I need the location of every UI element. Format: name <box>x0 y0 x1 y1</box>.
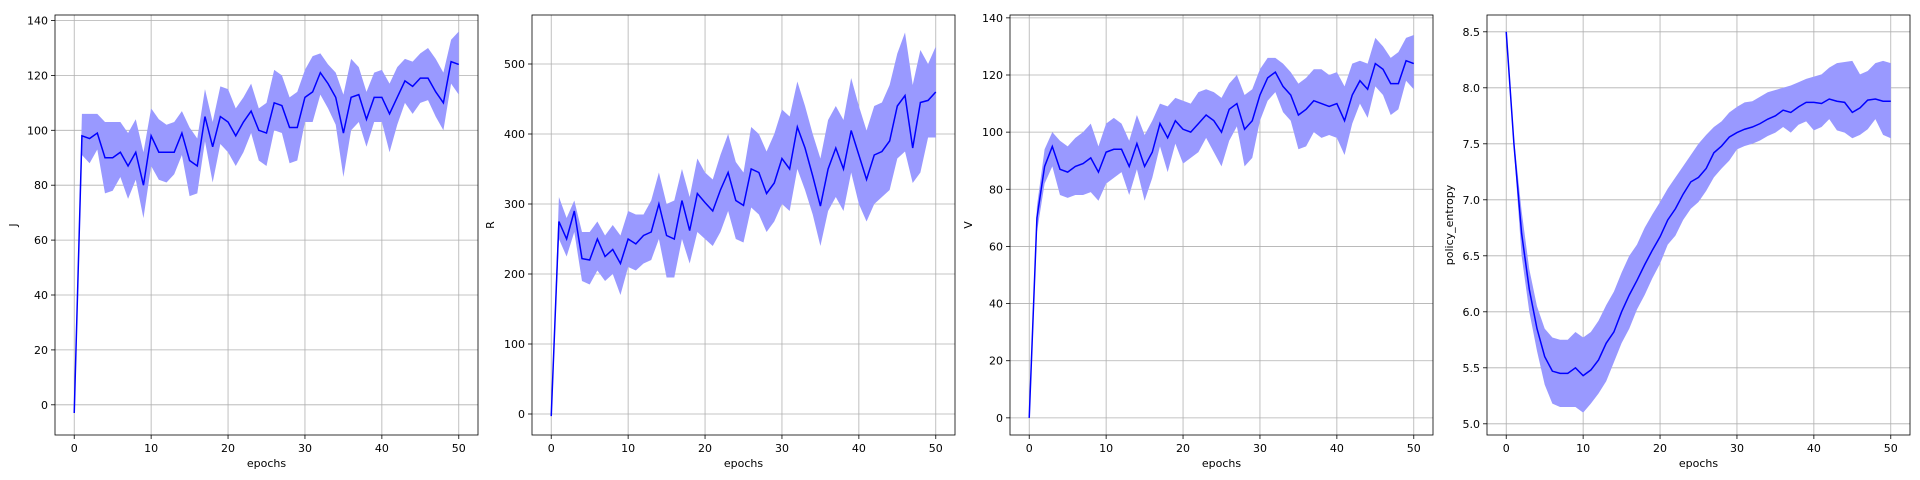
x-tick-label: 50 <box>1407 442 1421 455</box>
y-tick-label: 20 <box>34 344 48 357</box>
y-tick-label: 100 <box>982 126 1003 139</box>
y-tick-label: 100 <box>504 338 525 351</box>
y-tick-label: 8.0 <box>1463 82 1481 95</box>
x-tick-label: 0 <box>1026 442 1033 455</box>
y-tick-label: 5.0 <box>1463 418 1481 431</box>
y-axis-label: J <box>7 223 20 227</box>
x-axis-label: epochs <box>1679 457 1718 470</box>
x-axis-label: epochs <box>247 457 286 470</box>
x-tick-label: 40 <box>852 442 866 455</box>
y-axis-label: V <box>962 221 975 229</box>
y-tick-label: 80 <box>989 183 1003 196</box>
x-tick-label: 50 <box>452 442 466 455</box>
y-tick-label: 60 <box>989 240 1003 253</box>
y-tick-label: 140 <box>27 14 48 27</box>
chart-panel-1: 0 10 20 30 40 50 0 20 40 60 80 100 120 140 epochs J <box>7 14 479 470</box>
x-tick-label: 20 <box>1176 442 1190 455</box>
series-line <box>1505 31 1891 377</box>
y-tick-label: 500 <box>504 58 525 71</box>
x-tick-label: 0 <box>71 442 78 455</box>
y-tick-label: 40 <box>989 298 1003 311</box>
y-tick-label: 0 <box>41 399 48 412</box>
series-line <box>1028 59 1415 418</box>
axes-frame <box>1486 14 1911 436</box>
series-line <box>73 60 460 414</box>
x-tick-label: 0 <box>548 442 555 455</box>
x-axis-label: epochs <box>1202 457 1241 470</box>
x-tick-label: 20 <box>221 442 235 455</box>
y-tick-label: 100 <box>27 124 48 137</box>
y-tick-label: 80 <box>34 179 48 192</box>
series-line <box>550 91 937 417</box>
chart-panel-4: 0 10 20 30 40 50 5.0 5.5 6.0 6.5 7.0 7.5 8.0 8.5 epoch… <box>1443 14 1911 470</box>
x-tick-label: 40 <box>1330 442 1344 455</box>
x-tick-label: 30 <box>775 442 789 455</box>
std-band <box>551 32 936 417</box>
y-tick-label: 0 <box>518 408 525 421</box>
axes-frame <box>54 14 479 436</box>
x-tick-label: 40 <box>1807 442 1821 455</box>
y-tick-label: 6.5 <box>1463 250 1481 263</box>
y-tick-label: 6.0 <box>1463 306 1481 319</box>
y-tick-label: 300 <box>504 198 525 211</box>
y-tick-label: 120 <box>982 69 1003 82</box>
y-tick-label: 7.5 <box>1463 138 1481 151</box>
y-tick-label: 60 <box>34 234 48 247</box>
x-tick-label: 40 <box>375 442 389 455</box>
y-tick-label: 0 <box>996 412 1003 425</box>
y-tick-label: 7.0 <box>1463 194 1481 207</box>
y-tick-label: 5.5 <box>1463 362 1481 375</box>
y-tick-label: 400 <box>504 128 525 141</box>
x-tick-label: 50 <box>1884 442 1898 455</box>
y-tick-label: 120 <box>27 69 48 82</box>
y-tick-label: 200 <box>504 268 525 281</box>
y-axis-label: R <box>484 221 497 229</box>
y-tick-label: 8.5 <box>1463 26 1481 39</box>
x-tick-label: 30 <box>298 442 312 455</box>
x-tick-label: 50 <box>929 442 943 455</box>
std-band <box>74 31 459 414</box>
std-band <box>1506 31 1891 413</box>
chart-panel-3: 0 10 20 30 40 50 0 20 40 60 80 100 120 140 epochs V <box>962 12 1434 470</box>
y-tick-label: 140 <box>982 12 1003 25</box>
x-tick-label: 20 <box>1653 442 1667 455</box>
x-tick-label: 10 <box>621 442 635 455</box>
axes-frame <box>1009 14 1434 436</box>
std-band <box>1029 35 1414 418</box>
x-tick-label: 0 <box>1503 442 1510 455</box>
x-axis-label: epochs <box>724 457 763 470</box>
axes-frame <box>531 14 956 436</box>
y-tick-label: 20 <box>989 355 1003 368</box>
x-tick-label: 10 <box>1576 442 1590 455</box>
x-tick-label: 20 <box>698 442 712 455</box>
x-tick-label: 30 <box>1730 442 1744 455</box>
x-tick-label: 30 <box>1253 442 1267 455</box>
y-tick-label: 40 <box>34 289 48 302</box>
y-axis-label: policy_entropy <box>1443 184 1456 265</box>
x-tick-label: 10 <box>1099 442 1113 455</box>
x-tick-label: 10 <box>144 442 158 455</box>
